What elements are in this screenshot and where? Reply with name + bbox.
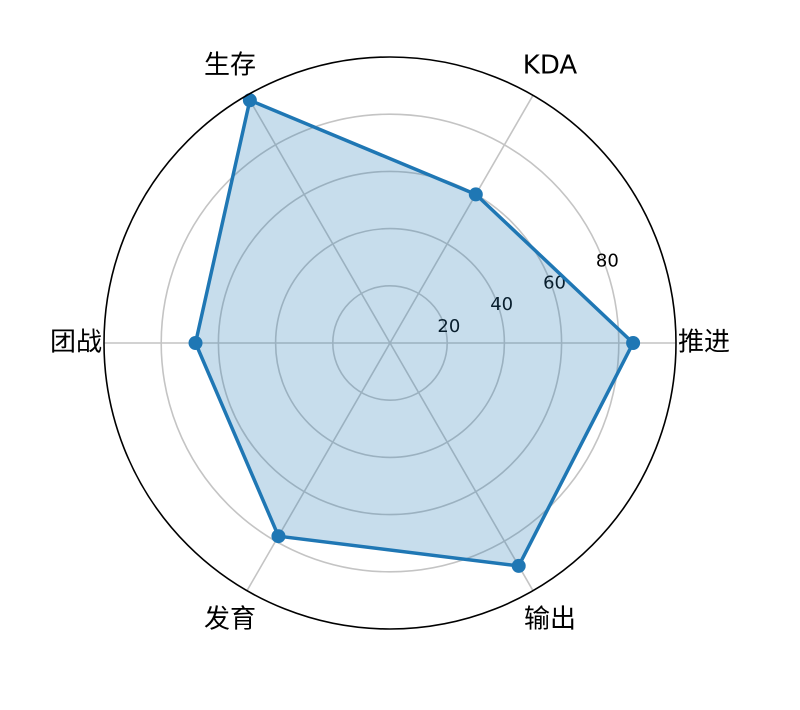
radial-tick-labels: 20 40 60 80 xyxy=(437,250,618,337)
spoke-line xyxy=(389,94,534,344)
radar-series xyxy=(188,93,641,573)
outer-frame-circle xyxy=(103,56,677,630)
tick-label: 80 xyxy=(596,250,619,271)
radar-frame xyxy=(103,56,677,630)
spoke-line xyxy=(246,342,391,592)
tick-label: 60 xyxy=(543,272,566,293)
data-point-3 xyxy=(242,93,257,108)
data-point-4 xyxy=(188,336,203,350)
tick-label: 40 xyxy=(490,294,513,315)
data-point-6 xyxy=(511,558,526,573)
axis-label: 输出 xyxy=(524,605,576,635)
axis-label: 生存 xyxy=(204,50,256,80)
data-point-5 xyxy=(271,529,286,544)
tick-label: 20 xyxy=(437,316,460,337)
axis-label: 推进 xyxy=(678,328,730,358)
axis-label: KDA xyxy=(523,50,578,80)
axis-label: 发育 xyxy=(204,605,256,635)
spoke-line xyxy=(246,94,391,344)
series-fill-area xyxy=(195,100,634,566)
axis-label: 团战 xyxy=(50,328,102,358)
data-point-1 xyxy=(626,336,641,350)
data-point-2 xyxy=(468,187,483,202)
spoke-line xyxy=(389,342,534,592)
